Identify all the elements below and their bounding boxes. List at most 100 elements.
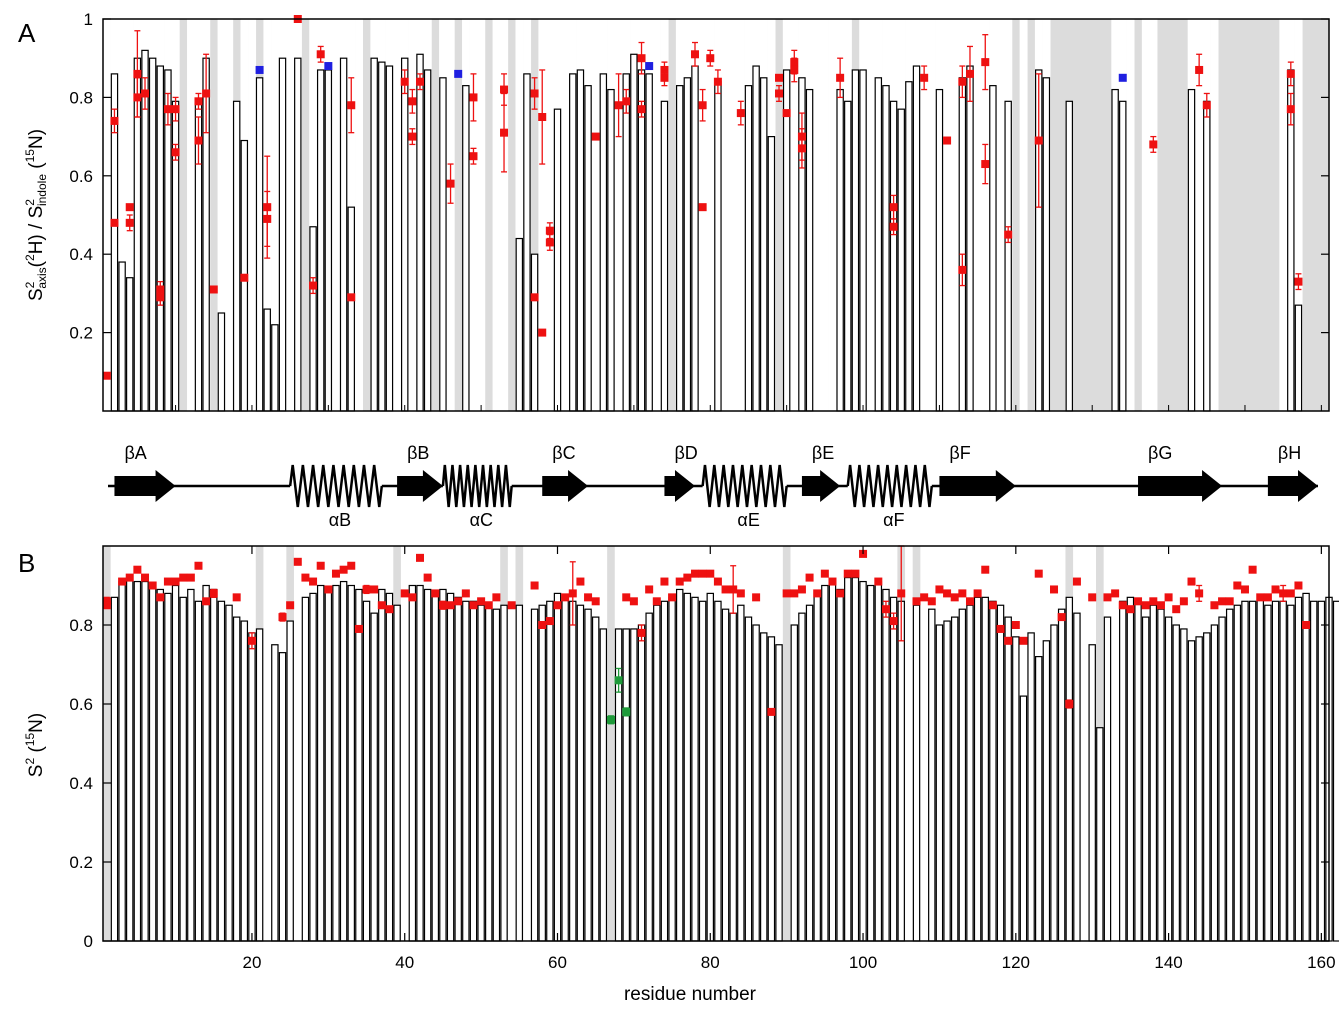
bar-residue-4 [126,277,134,412]
backbone-point [1256,593,1265,602]
strand-label: βH [1278,443,1301,463]
bar-residue-89 [775,644,783,942]
methyl-point [469,152,478,161]
bar-residue-57 [530,253,539,412]
bar-residue-47 [454,596,462,942]
backbone-point [660,577,669,586]
bar-residue-88 [767,636,776,942]
backbone-point [553,601,562,610]
backbone-point [247,636,256,645]
bar-residue-91 [790,624,799,942]
bar-residue-38 [385,65,394,412]
backbone-point [202,597,211,606]
methyl-point [958,265,967,274]
backbone-point [767,707,776,716]
helix-label: αC [470,510,493,530]
bar-residue-43 [423,69,432,412]
bar-residue-21 [255,628,264,942]
unshaded-residue-31 [332,19,341,411]
bar-residue-30 [324,69,333,412]
methyl-point [110,218,119,227]
bar-residue-131 [1096,727,1104,942]
methyl-point [622,97,631,106]
x-tick-label: 60 [548,953,567,972]
methyl-point [500,85,509,94]
panel-b-bars [110,576,1339,942]
unshaded-residue-80 [706,19,715,411]
bar-residue-78 [691,65,699,412]
indole-point [454,69,463,78]
unshaded-residue-16 [217,19,226,411]
bar-residue-134 [1119,100,1127,412]
bar-residue-94 [813,592,821,942]
backbone-point [102,601,111,610]
bar-residue-39 [393,604,401,942]
unshaded-residue-73 [652,19,661,411]
backbone-point [301,573,310,582]
unshaded-residue-34 [355,19,364,411]
bar-residue-84 [737,604,745,942]
bar-residue-55 [515,604,524,942]
x-tick-label: 80 [701,953,720,972]
unshaded-residue-111 [943,19,952,411]
bar-residue-46 [446,592,455,942]
y-tick-label: 1 [84,10,93,29]
backbone-point [958,589,967,598]
bar-residue-128 [1073,612,1081,942]
backbone-point [790,589,799,598]
backbone-point [293,557,302,566]
backbone-point [469,601,478,610]
bar-residue-3 [118,261,126,412]
strand-arrow [801,470,841,502]
bar-residue-87 [760,632,768,942]
bar-residue-100 [859,69,867,412]
alt-point [622,707,631,716]
bar-residue-107 [912,604,921,942]
unshaded-residue-138 [1149,19,1158,411]
backbone-point [1302,621,1311,629]
methyl-point [530,89,539,98]
bar-residue-146 [1210,624,1219,942]
methyl-point [660,73,669,82]
bar-residue-23 [271,324,279,412]
bar-residue-67 [607,88,615,412]
bar-residue-58 [538,604,546,942]
methyl-point [836,73,845,82]
backbone-point [576,577,585,586]
bar-residue-85 [744,616,753,942]
unshaded-residue-112 [950,19,959,411]
backbone-point [828,577,837,586]
backbone-point [118,577,127,586]
backbone-point [820,569,829,578]
methyl-point [1202,101,1211,110]
backbone-point [286,601,295,610]
bar-residue-3 [118,580,126,942]
indole-point [324,62,333,71]
backbone-point [836,589,845,598]
bar-residue-141 [1172,624,1180,942]
backbone-point [423,573,432,582]
backbone-point [889,617,898,626]
bar-residue-99 [851,69,860,412]
bar-residue-113 [958,77,967,412]
bar-residue-32 [339,580,348,942]
methyl-point [141,89,150,98]
backbone-point [736,589,745,598]
methyl-point [209,285,218,294]
methyl-point [416,77,425,86]
unshaded-residue-58 [538,19,547,411]
backbone-point [477,597,486,606]
bar-residue-86 [752,624,760,942]
unshaded-residue-144 [1195,19,1204,411]
strand-label: βG [1148,443,1172,463]
y-tick-label: 0.4 [69,774,93,793]
panel-a-points [102,15,1303,380]
unshaded-residue-115 [973,19,982,411]
bar-residue-134 [1119,600,1127,942]
bar-residue-153 [1264,604,1272,942]
bar-residue-71 [637,69,646,412]
methyl-point [1294,277,1303,286]
backbone-point [920,593,929,602]
bar-residue-33 [347,584,355,942]
methyl-point [1034,136,1043,145]
